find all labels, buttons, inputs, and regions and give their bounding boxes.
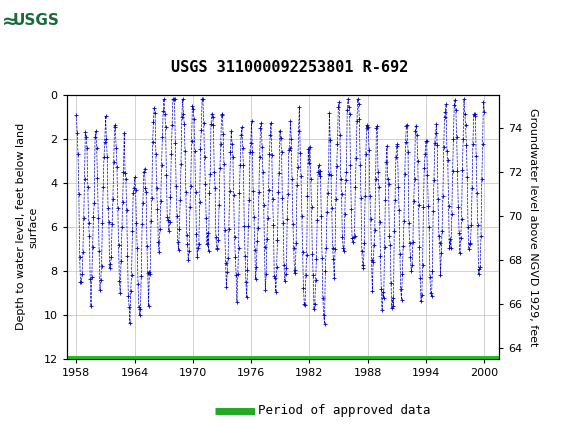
Y-axis label: Groundwater level above NGVD 1929, feet: Groundwater level above NGVD 1929, feet	[528, 108, 538, 346]
Bar	[2, 2, 70, 39]
Text: ≈: ≈	[2, 12, 18, 31]
Text: Period of approved data: Period of approved data	[258, 404, 430, 417]
Text: USGS 311000092253801 R-692: USGS 311000092253801 R-692	[171, 60, 409, 75]
Text: USGS: USGS	[13, 13, 59, 28]
Y-axis label: Depth to water level, feet below land
surface: Depth to water level, feet below land su…	[16, 123, 38, 330]
Text: —: —	[234, 401, 253, 420]
